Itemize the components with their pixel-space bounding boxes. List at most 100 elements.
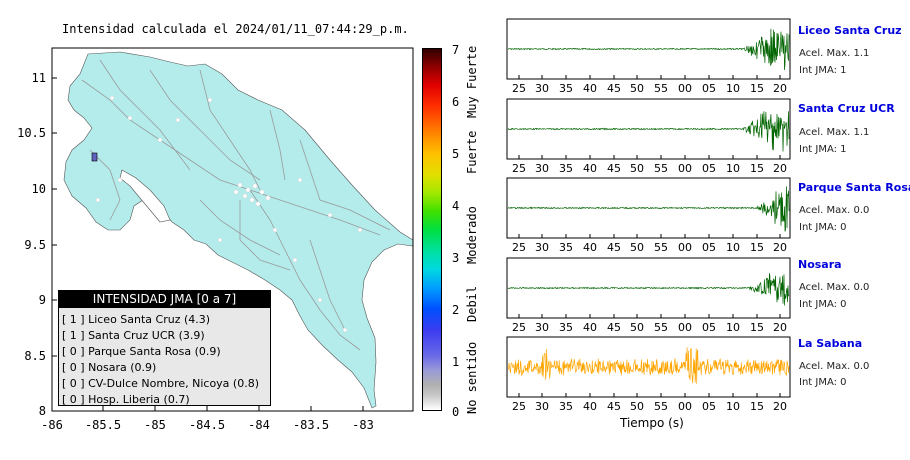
- waveform-trace: [508, 347, 790, 384]
- time-tick-label: 50: [630, 321, 644, 334]
- legend-item: [ 1 ] Liceo Santa Cruz (4.3): [62, 313, 211, 326]
- map-y-tick: 10: [32, 182, 46, 196]
- time-tick-label: 25: [512, 82, 526, 95]
- waveform-trace: [507, 186, 790, 232]
- map-x-tick: -83.5: [293, 418, 329, 432]
- map-y-tick: 9.5: [24, 238, 46, 252]
- legend-item: [ 0 ] Parque Santa Rosa (0.9): [62, 345, 221, 358]
- costa-rica-land: [63, 51, 414, 409]
- station-acel: Acel. Max. 0.0: [799, 361, 870, 372]
- page-title: Intensidad calculada el 2024/01/11_07:44…: [62, 22, 409, 36]
- legend-item: [ 0 ] Nosara (0.9): [62, 361, 157, 374]
- time-tick-label: 35: [559, 162, 573, 175]
- time-tick-label: 20: [773, 162, 787, 175]
- station-jma: Int JMA: 0: [799, 377, 847, 388]
- time-tick-label: 25: [512, 241, 526, 254]
- time-tick-label: 25: [512, 400, 526, 413]
- station-jma: Int JMA: 0: [799, 222, 847, 233]
- time-tick-label: 35: [559, 400, 573, 413]
- map-y-tick: 10.5: [17, 126, 46, 140]
- time-tick-label: 05: [702, 400, 716, 413]
- legend-item: [ 1 ] Santa Cruz UCR (3.9): [62, 329, 205, 342]
- time-tick-label: 40: [583, 400, 597, 413]
- time-tick-label: 10: [726, 241, 740, 254]
- time-tick-label: 20: [773, 241, 787, 254]
- time-tick-label: 20: [773, 400, 787, 413]
- time-tick-label: 25: [512, 162, 526, 175]
- time-tick-label: 35: [559, 241, 573, 254]
- map-y-tick: 11: [32, 71, 46, 85]
- station-acel: Acel. Max. 1.1: [799, 127, 870, 138]
- time-tick-label: 55: [654, 82, 668, 95]
- time-tick-label: 30: [535, 321, 549, 334]
- time-tick-label: 55: [654, 241, 668, 254]
- time-tick-label: 40: [583, 162, 597, 175]
- station-acel: Acel. Max. 0.0: [799, 205, 870, 216]
- time-tick-label: 40: [583, 241, 597, 254]
- time-tick-label: 00: [678, 82, 692, 95]
- time-tick-label: 25: [512, 321, 526, 334]
- time-tick-label: 05: [702, 162, 716, 175]
- time-tick-label: 55: [654, 162, 668, 175]
- time-tick-label: 50: [630, 162, 644, 175]
- map-x-tick: -83: [352, 418, 374, 432]
- legend-item: [ 0 ] CV-Dulce Nombre, Nicoya (0.8): [62, 377, 259, 390]
- colorbar-tick: 6: [452, 95, 460, 109]
- time-tick-label: 45: [607, 321, 621, 334]
- time-tick-label: 15: [750, 400, 764, 413]
- map-y-tick: 9: [39, 293, 46, 307]
- station-name: Liceo Santa Cruz: [798, 24, 902, 37]
- waveform-trace: [507, 273, 790, 306]
- time-tick-label: 50: [630, 400, 644, 413]
- time-tick-label: 20: [773, 321, 787, 334]
- station-name: La Sabana: [798, 337, 863, 350]
- time-tick-label: 10: [726, 321, 740, 334]
- station-name: Parque Santa Rosa: [798, 181, 910, 194]
- time-tick-label: 50: [630, 82, 644, 95]
- time-tick-label: 45: [607, 162, 621, 175]
- station-name: Nosara: [798, 258, 842, 271]
- time-tick-label: 00: [678, 162, 692, 175]
- time-tick-label: 15: [750, 162, 764, 175]
- station-jma: Int JMA: 1: [799, 65, 847, 76]
- time-tick-label: 05: [702, 321, 716, 334]
- time-tick-label: 55: [654, 400, 668, 413]
- time-tick-label: 55: [654, 321, 668, 334]
- station-jma: Int JMA: 0: [799, 299, 847, 310]
- time-tick-label: 05: [702, 241, 716, 254]
- time-tick-label: 30: [535, 241, 549, 254]
- map-y-tick: 8.5: [24, 349, 46, 363]
- time-axis-label: Tiempo (s): [620, 416, 684, 430]
- time-tick-label: 30: [535, 162, 549, 175]
- time-tick-label: 45: [607, 241, 621, 254]
- station-jma: Int JMA: 1: [799, 144, 847, 155]
- map-x-tick: -84: [248, 418, 270, 432]
- map-y-tick: 8: [39, 404, 46, 418]
- time-tick-label: 00: [678, 241, 692, 254]
- time-tick-label: 40: [583, 321, 597, 334]
- time-tick-label: 30: [535, 400, 549, 413]
- station-name: Santa Cruz UCR: [798, 102, 895, 115]
- time-tick-label: 10: [726, 82, 740, 95]
- waveform-trace: [507, 28, 790, 71]
- time-tick-label: 00: [678, 321, 692, 334]
- time-tick-label: 15: [750, 321, 764, 334]
- time-tick-label: 40: [583, 82, 597, 95]
- colorbar-tick: 3: [452, 251, 460, 265]
- time-tick-label: 35: [559, 82, 573, 95]
- map-x-tick: -84.5: [189, 418, 225, 432]
- time-tick-label: 30: [535, 82, 549, 95]
- colorbar-tick: 1: [452, 355, 460, 369]
- time-tick-label: 10: [726, 400, 740, 413]
- map-x-tick: -86: [41, 418, 63, 432]
- station-acel: Acel. Max. 1.1: [799, 48, 870, 59]
- colorbar-tick: 2: [452, 303, 460, 317]
- time-tick-label: 15: [750, 241, 764, 254]
- time-tick-label: 20: [773, 82, 787, 95]
- legend-item: [ 0 ] Hosp. Liberia (0.7): [62, 393, 190, 406]
- colorbar-tick: 5: [452, 147, 460, 161]
- map-x-tick: -85.5: [85, 418, 121, 432]
- colorbar-tick: 7: [452, 43, 460, 57]
- time-tick-label: 00: [678, 400, 692, 413]
